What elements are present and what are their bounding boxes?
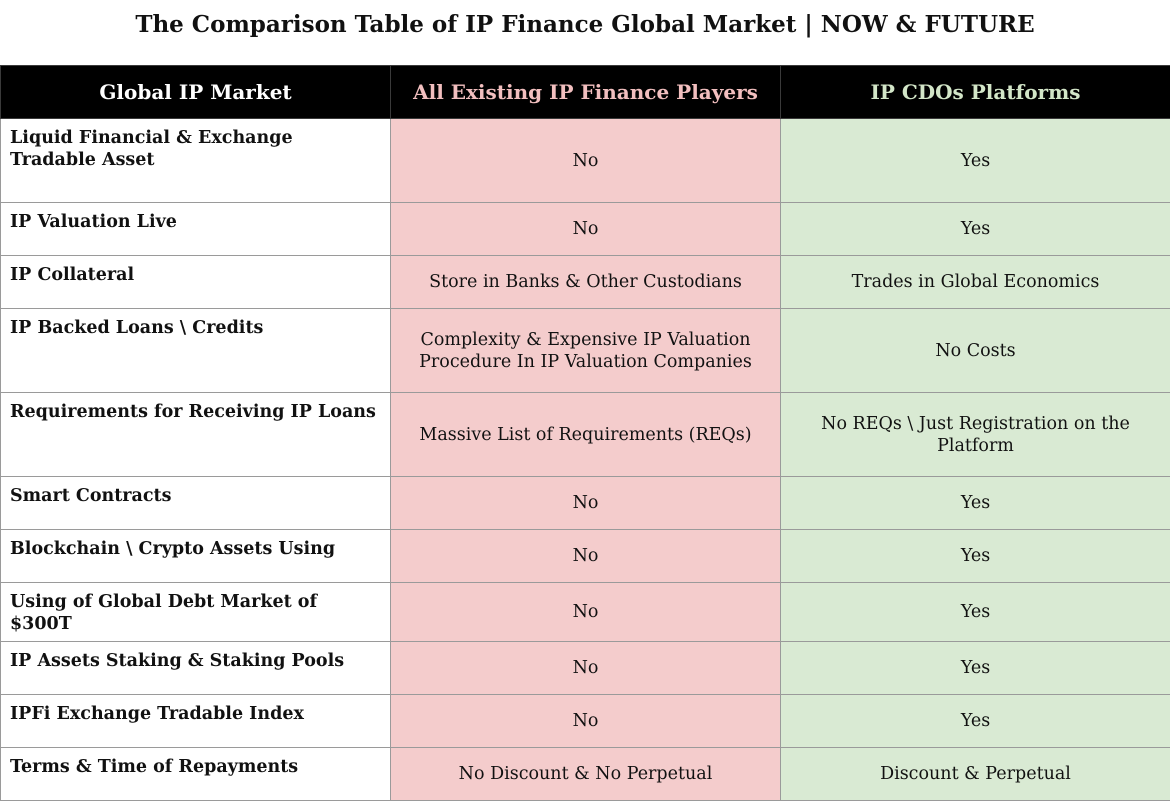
row-cdo-cell: Yes: [781, 695, 1170, 748]
row-existing-cell: No: [391, 119, 781, 203]
row-existing-cell: Store in Banks & Other Custodians: [391, 256, 781, 309]
table-row: Blockchain \ Crypto Assets Using No Yes: [1, 530, 1170, 583]
row-existing-cell: No: [391, 642, 781, 695]
row-cdo-cell: Trades in Global Economics: [781, 256, 1170, 309]
comparison-table: Global IP Market All Existing IP Finance…: [0, 65, 1170, 801]
table-row: IP Assets Staking & Staking Pools No Yes: [1, 642, 1170, 695]
row-feature-cell: IP Backed Loans \ Credits: [1, 309, 391, 393]
row-existing-cell: No: [391, 530, 781, 583]
row-cdo-cell: Yes: [781, 119, 1170, 203]
row-feature-cell: Smart Contracts: [1, 477, 391, 530]
table-row: Smart Contracts No Yes: [1, 477, 1170, 530]
row-cdo-cell: No REQs \ Just Registration on the Platf…: [781, 393, 1170, 477]
row-feature-cell: Requirements for Receiving IP Loans: [1, 393, 391, 477]
row-existing-cell: No: [391, 695, 781, 748]
table-row: Liquid Financial & Exchange Tradable Ass…: [1, 119, 1170, 203]
row-cdo-cell: No Costs: [781, 309, 1170, 393]
row-feature-cell: IP Valuation Live: [1, 203, 391, 256]
row-cdo-cell: Yes: [781, 203, 1170, 256]
row-feature-cell: IP Collateral: [1, 256, 391, 309]
row-existing-cell: No: [391, 477, 781, 530]
header-ip-cdos-platforms: IP CDOs Platforms: [781, 66, 1170, 119]
header-existing-players: All Existing IP Finance Players: [391, 66, 781, 119]
row-existing-cell: No: [391, 203, 781, 256]
table-header-row: Global IP Market All Existing IP Finance…: [1, 66, 1170, 119]
table-row: Requirements for Receiving IP Loans Mass…: [1, 393, 1170, 477]
row-feature-cell: Blockchain \ Crypto Assets Using: [1, 530, 391, 583]
row-cdo-cell: Yes: [781, 642, 1170, 695]
row-existing-cell: No: [391, 583, 781, 642]
row-cdo-cell: Yes: [781, 477, 1170, 530]
row-cdo-cell: Yes: [781, 583, 1170, 642]
table-row: IP Backed Loans \ Credits Complexity & E…: [1, 309, 1170, 393]
row-feature-cell: Using of Global Debt Market of $300T: [1, 583, 391, 642]
row-cdo-cell: Yes: [781, 530, 1170, 583]
row-existing-cell: Complexity & Expensive IP Valuation Proc…: [391, 309, 781, 393]
row-feature-cell: IPFi Exchange Tradable Index: [1, 695, 391, 748]
page-title: The Comparison Table of IP Finance Globa…: [0, 10, 1170, 40]
table-row: IPFi Exchange Tradable Index No Yes: [1, 695, 1170, 748]
row-feature-cell: Liquid Financial & Exchange Tradable Ass…: [1, 119, 391, 203]
table-row: Using of Global Debt Market of $300T No …: [1, 583, 1170, 642]
table-row: IP Valuation Live No Yes: [1, 203, 1170, 256]
row-existing-cell: Massive List of Requirements (REQs): [391, 393, 781, 477]
table-row: IP Collateral Store in Banks & Other Cus…: [1, 256, 1170, 309]
header-global-ip-market: Global IP Market: [1, 66, 391, 119]
row-feature-cell: IP Assets Staking & Staking Pools: [1, 642, 391, 695]
